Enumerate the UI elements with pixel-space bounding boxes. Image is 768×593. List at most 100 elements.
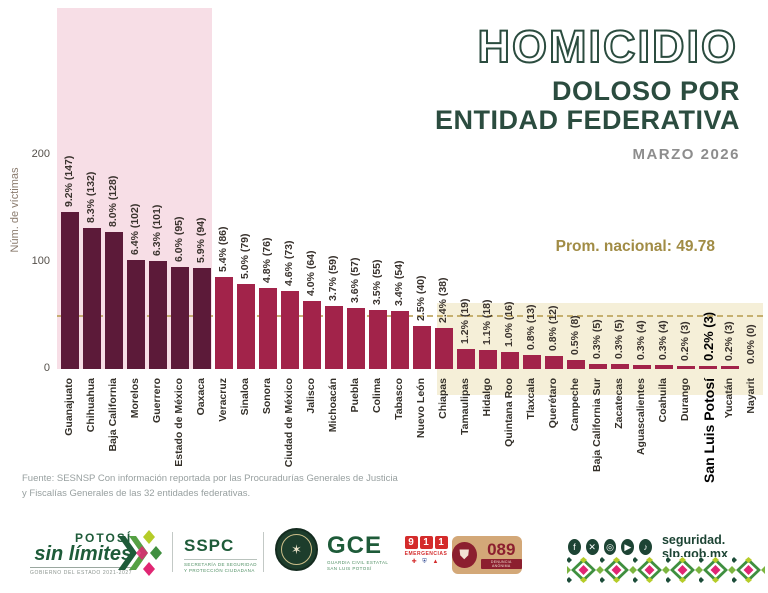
header: HOMICIDIO DOLOSO POR ENTIDAD FEDERATIVA … <box>410 20 740 163</box>
bar <box>478 349 498 369</box>
low-values-highlight-zone <box>437 303 763 395</box>
bar <box>214 276 234 369</box>
bar-value-label: 1.0% (16) <box>503 301 515 347</box>
national-average-label: Prom. nacional: 49.78 <box>555 238 715 255</box>
subtitle-line-2: ENTIDAD FEDERATIVA <box>435 104 740 135</box>
bar-value-label: 8.0% (128) <box>107 175 119 228</box>
bar-state-label: Campeche <box>569 378 581 432</box>
y-axis-label: Núm. de víctimas <box>9 167 21 253</box>
bar <box>434 328 454 369</box>
facebook-icon[interactable]: f <box>568 539 581 555</box>
gce-logo-sub: GUARDIA CIVIL ESTATAL SAN LUIS POTOSÍ <box>327 560 389 572</box>
youtube-icon[interactable]: ▶ <box>621 539 635 555</box>
page-title: HOMICIDIO <box>478 21 739 72</box>
potosi-logo-sub-text: GOBIERNO DEL ESTADO 2021-2027 <box>30 567 133 576</box>
denuncia-089-logo: ⛊ 089 DENUNCIA ANÓNIMA <box>452 536 522 574</box>
source-note: Fuente: SESNSP Con información reportada… <box>22 472 398 501</box>
sspc-logo-sub: SECRETARÍA DE SEGURIDAD Y PROTECCIÓN CIU… <box>184 559 257 575</box>
bar-value-label: 1.1% (18) <box>481 299 493 345</box>
bar-value-label: 4.0% (64) <box>305 249 317 296</box>
medical-cross-icon: ✚ <box>411 559 419 565</box>
bar <box>610 363 630 369</box>
bar-state-label: San Luis Potosí <box>701 378 717 484</box>
bar-value-label: 0.0% (0) <box>745 324 757 364</box>
bar <box>104 232 124 369</box>
source-line-2: y Fiscalías Generales de las 32 entidade… <box>22 487 251 499</box>
bar <box>346 308 366 369</box>
bar-state-label: Quintana Roo <box>503 378 515 447</box>
instagram-icon[interactable]: ◎ <box>603 539 617 555</box>
089-number: 089 <box>487 540 516 559</box>
bar-value-label: 0.3% (5) <box>613 318 625 359</box>
bar <box>368 310 388 369</box>
bar <box>236 284 256 369</box>
footer-divider <box>172 532 173 572</box>
police-icon: ⛨ <box>422 559 429 565</box>
bar-value-label: 0.2% (3) <box>723 321 735 361</box>
089-sub-text: DENUNCIA ANÓNIMA <box>480 559 522 569</box>
bar-value-label: 0.8% (12) <box>547 305 559 352</box>
bar-value-label: 3.7% (59) <box>327 255 339 301</box>
911-digits: 9 1 1 <box>403 536 449 549</box>
bar <box>632 364 652 369</box>
bar-state-label: Aguascalientes <box>635 378 647 456</box>
bar-value-label: 2.4% (38) <box>437 277 449 324</box>
bar-value-label: 3.4% (54) <box>393 260 405 307</box>
089-shield-icon: ⛊ <box>452 542 477 568</box>
bar <box>280 290 300 369</box>
national-average-line <box>57 315 763 317</box>
footer-divider <box>263 532 264 572</box>
bar <box>390 311 410 369</box>
bar-state-label: Coahuila <box>657 378 669 423</box>
report-period: MARZO 2026 <box>632 146 740 164</box>
bar <box>126 259 146 369</box>
bar-state-label: Nayarit <box>745 378 757 414</box>
bar <box>258 287 278 369</box>
911-service-icons: ✚ ⛨ ▲ <box>403 558 449 566</box>
gce-logo-name: GCE <box>327 532 383 559</box>
bar-value-label: 2.5% (40) <box>415 275 427 322</box>
bar-value-label: 0.3% (4) <box>635 320 647 360</box>
bar <box>654 364 674 369</box>
bar-value-label: 3.5% (55) <box>371 259 383 306</box>
bar-value-label: 0.3% (5) <box>591 318 603 359</box>
source-line-1: Fuente: SESNSP Con información reportada… <box>22 473 398 484</box>
y-tick-label: 100 <box>31 255 50 267</box>
bar-value-label: 8.3% (132) <box>85 171 97 223</box>
bar-state-label: Hidalgo <box>481 378 493 417</box>
bar-value-label: 5.9% (94) <box>195 217 207 264</box>
bar <box>324 305 344 369</box>
bar <box>676 365 696 369</box>
bar <box>82 227 102 369</box>
tiktok-icon[interactable]: ♪ <box>639 539 652 555</box>
bar-state-label: Yucatán <box>723 378 735 419</box>
bar-state-label: Tamaulipas <box>459 378 471 435</box>
bar-value-label: 0.2% (3) <box>679 321 691 361</box>
potosi-logo-top-text: POTOSÍ <box>75 531 133 545</box>
potosi-logo-main-text: sin límites <box>34 543 133 565</box>
bar <box>192 268 212 369</box>
potosi-sin-limites-logo: POTOSÍ sin límites GOBIERNO DEL ESTADO 2… <box>30 531 133 576</box>
x-twitter-icon[interactable]: ✕ <box>585 539 599 555</box>
sspc-logo: SSPC SECRETARÍA DE SEGURIDAD Y PROTECCIÓ… <box>184 536 257 575</box>
y-tick-label: 0 <box>43 362 50 374</box>
bar-value-label: 6.0% (95) <box>173 216 185 263</box>
bar <box>720 365 740 369</box>
potosi-x-chevron-icon <box>118 530 162 576</box>
bar-value-label: 5.4% (86) <box>217 226 229 272</box>
bar-value-label: 4.8% (76) <box>261 237 273 283</box>
bar-state-label: Nuevo León <box>415 378 427 439</box>
footer-logo-band: POTOSÍ sin límites GOBIERNO DEL ESTADO 2… <box>0 524 768 593</box>
bar-value-label: 9.2% (147) <box>63 155 75 207</box>
bar-state-label: Zacatecas <box>613 378 625 429</box>
bar-value-label: 5.0% (79) <box>239 233 251 280</box>
guardia-civil-seal-icon: ✶ <box>275 528 318 571</box>
bar-state-label: Chiapas <box>437 378 449 419</box>
bar-value-label: 6.4% (102) <box>129 203 141 255</box>
bar-value-label: 6.3% (101) <box>151 204 163 256</box>
bar-value-label: 4.6% (73) <box>283 240 295 286</box>
911-sub-text: EMERGENCIAS <box>404 551 448 557</box>
bar <box>588 363 608 369</box>
bar-value-label: 0.5% (8) <box>569 315 581 356</box>
